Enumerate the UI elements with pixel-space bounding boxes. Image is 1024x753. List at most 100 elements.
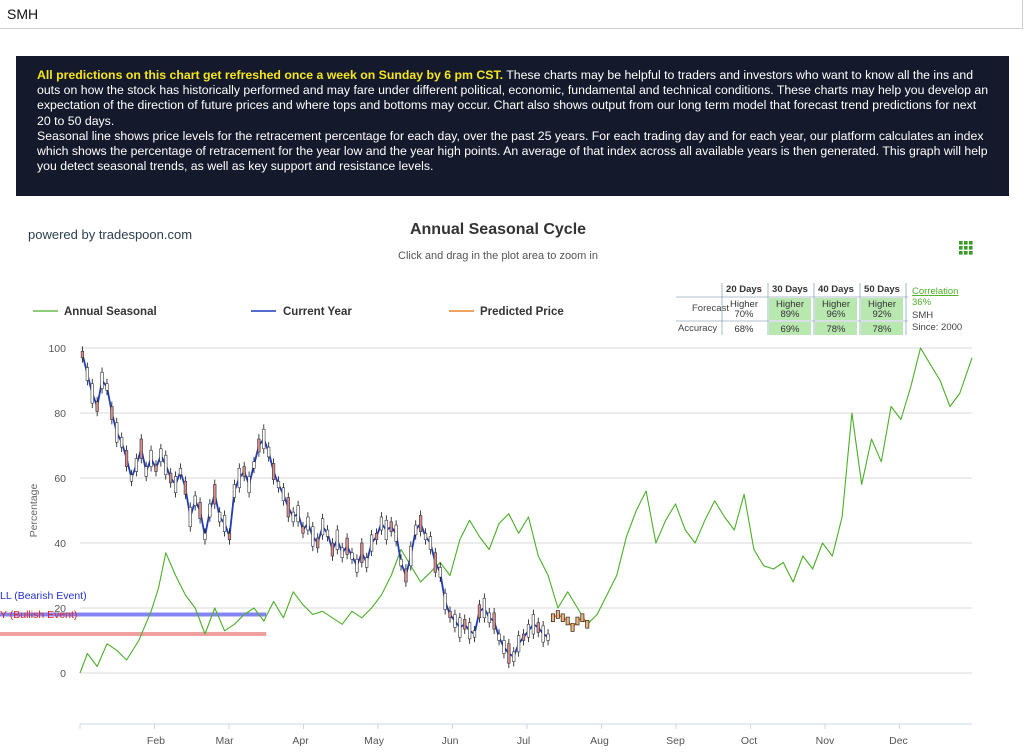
current-year-candle [335, 529, 339, 550]
accuracy-percent: 78% [872, 324, 892, 335]
current-year-candle [379, 516, 384, 531]
current-year-candle [360, 542, 364, 563]
current-year-candle [257, 438, 261, 453]
current-year-candle [276, 480, 281, 489]
forecast-percent: 89% [780, 309, 800, 320]
current-year-candle [502, 640, 506, 654]
accuracy-row-label: Accuracy [678, 323, 717, 334]
accuracy-percent: 68% [734, 324, 754, 335]
current-year-candle [178, 467, 183, 476]
current-year-candle [301, 526, 305, 534]
current-year-candle [526, 623, 531, 638]
legend: Annual Seasonal Current Year Predicted P… [33, 306, 564, 318]
current-year-candle [374, 532, 379, 541]
current-year-candle [423, 532, 428, 541]
grid-menu-dot [959, 246, 963, 250]
current-year-candle [188, 506, 192, 528]
predicted-price-candle [580, 613, 585, 623]
current-year-candle [164, 454, 168, 476]
predicted-price-candle [585, 620, 590, 629]
current-year-candle [497, 633, 501, 641]
current-year-candle [247, 476, 251, 493]
current-year-candle [134, 458, 138, 472]
forecast-direction: Higher [822, 299, 850, 310]
grid-menu-dot [964, 241, 968, 245]
symbol-input-bar[interactable]: SMH [0, 0, 1023, 29]
legend-item-seasonal[interactable]: Annual Seasonal [33, 306, 157, 318]
current-year-candle [507, 643, 511, 664]
current-year-candle [482, 597, 486, 619]
stats-column-header: 20 Days [726, 284, 762, 295]
seasonal-chart[interactable]: powered by tradespoon.com Annual Seasona… [0, 196, 1024, 753]
y-tick-label: 40 [54, 538, 66, 550]
symbol-label: SMH [7, 6, 39, 22]
powered-by-label: powered by tradespoon.com [28, 227, 192, 242]
correlation-link[interactable]: Correlation [912, 286, 958, 297]
y-tick-label: 100 [48, 343, 66, 355]
forecast-cell-bg [861, 298, 903, 320]
current-year-candle [85, 367, 89, 381]
current-year-candle [477, 604, 482, 619]
x-tick-label: Dec [889, 735, 908, 747]
legend-item-predicted[interactable]: Predicted Price [449, 306, 564, 318]
current-year-candle [232, 484, 236, 498]
current-year-candle [389, 521, 393, 532]
notice-highlight: All predictions on this chart get refres… [37, 68, 504, 82]
stats-column-header: 40 Days [818, 284, 854, 295]
current-year-candle [306, 516, 310, 531]
current-year-candle [487, 612, 491, 623]
current-year-candle [345, 537, 349, 555]
current-year-candle [208, 503, 212, 518]
current-year-candle [281, 487, 285, 502]
stats-since: Since: 2000 [912, 322, 962, 333]
grid-menu-dot [964, 251, 968, 255]
current-year-candle [414, 524, 418, 536]
x-tick-label: Sep [666, 735, 685, 747]
current-year-candle [409, 545, 413, 567]
current-year-candle [463, 619, 467, 630]
legend-item-current[interactable]: Current Year [251, 306, 352, 318]
predicted-price-candle [570, 623, 575, 632]
accuracy-cell-bg [861, 322, 903, 335]
forecast-percent: 92% [872, 309, 892, 320]
y-tick-label: 0 [60, 668, 66, 680]
current-year-candle [100, 372, 104, 389]
stats-symbol: SMH [912, 310, 933, 321]
notice-paragraph-2: Seasonal line shows price levels for the… [37, 128, 988, 174]
legend-current-label: Current Year [283, 306, 352, 318]
current-year-candle [262, 428, 266, 450]
x-tick-label: Jun [442, 735, 459, 747]
notice-panel: All predictions on this chart get refres… [16, 56, 1009, 196]
plot-area[interactable]: 0 20 40 60 80 100 Percentage Feb Mar Apr May Jun Jul… [0, 343, 973, 747]
x-tick-label: Apr [292, 735, 309, 747]
current-year-candle [404, 568, 408, 583]
current-year-candle [316, 537, 320, 549]
current-year-candle [154, 464, 158, 472]
accuracy-cell-bg [815, 322, 857, 335]
bullish-event-label: Y (Bullish Event) [0, 609, 77, 621]
current-year-candle [311, 526, 315, 547]
current-year-candle [521, 633, 526, 641]
x-tick-label: Nov [816, 735, 835, 747]
current-year-candle [472, 630, 477, 638]
current-year-candle [242, 466, 246, 477]
current-year-candle [546, 633, 550, 641]
bearish-event-label: LL (Bearish Event) [0, 590, 87, 602]
current-year-candle [198, 502, 202, 519]
forecast-cell-bg [815, 298, 857, 320]
predicted-price-candle [565, 616, 570, 626]
current-year-candle [517, 635, 521, 653]
current-year-candle [384, 519, 388, 541]
current-year-candle [531, 614, 535, 635]
grid-menu-dot [969, 246, 973, 250]
current-year-candle [350, 552, 354, 560]
forecast-row-label: Forecast [692, 303, 729, 314]
predicted-price-candle [555, 610, 560, 619]
current-year-candle [237, 467, 241, 489]
current-year-candle [443, 593, 447, 610]
current-year-candle [252, 461, 256, 469]
grid-menu-icon[interactable] [959, 241, 973, 255]
current-year-candle [458, 617, 462, 638]
current-year-candle [203, 532, 207, 541]
predicted-price-candle [575, 616, 580, 626]
